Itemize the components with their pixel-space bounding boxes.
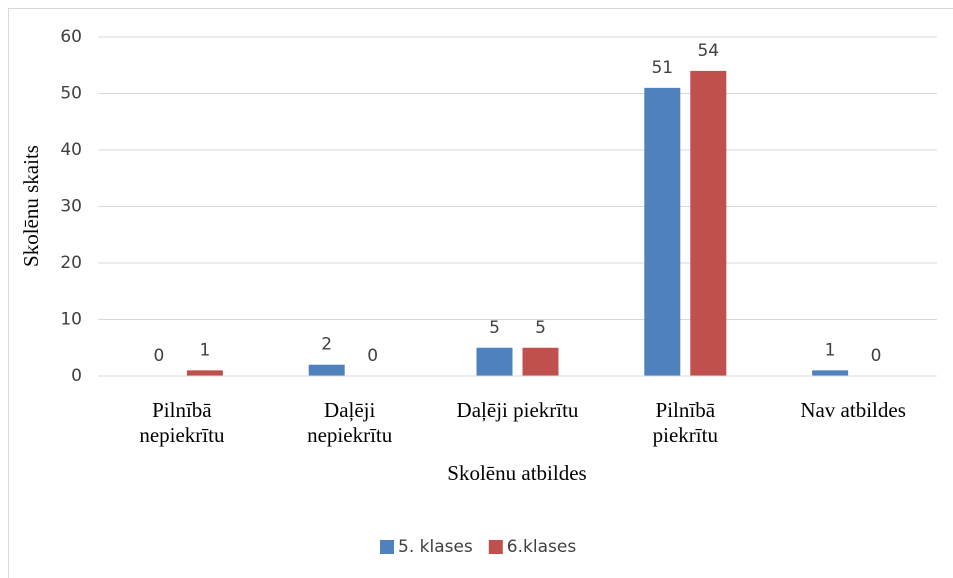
y-tick-label: 60: [60, 27, 82, 47]
bar: [644, 87, 681, 376]
x-tick-label: Daļēji piekrītu: [456, 398, 579, 422]
x-axis-label: Skolēnu atbildes: [447, 461, 586, 485]
x-tick-label: Pilnībā piekrītu: [652, 398, 718, 447]
y-tick-label: 50: [60, 84, 82, 104]
data-label: 2: [321, 335, 332, 355]
chart-frame: [8, 8, 953, 578]
data-label: 0: [367, 346, 378, 366]
bar: [522, 347, 559, 376]
y-axis-label: Skolēnu skaits: [19, 145, 43, 267]
x-tick-label: Daļēji nepiekrītu: [307, 398, 393, 447]
bar: [308, 364, 345, 376]
data-label: 5: [489, 318, 500, 338]
bar: [690, 70, 727, 377]
y-tick-label: 0: [71, 366, 82, 386]
y-tick-label: 10: [60, 310, 82, 330]
bar: [186, 370, 223, 376]
legend-label: 6.klases: [507, 537, 577, 557]
data-label: 1: [825, 340, 836, 360]
data-label: 5: [535, 318, 546, 338]
y-tick-label: 30: [60, 197, 82, 217]
legend-label: 5. klases: [398, 537, 473, 557]
y-tick-label: 20: [60, 253, 82, 273]
bar: [812, 370, 849, 376]
x-tick-label: Pilnībā nepiekrītu: [139, 398, 225, 447]
legend-swatch: [380, 540, 394, 554]
bar: [476, 347, 513, 376]
data-label: 1: [199, 340, 210, 360]
x-tick-label: Nav atbildes: [800, 398, 906, 422]
data-label: 0: [153, 346, 164, 366]
legend-swatch: [488, 540, 503, 554]
data-label: 51: [651, 58, 673, 78]
data-label: 54: [697, 41, 719, 61]
data-label: 0: [871, 346, 882, 366]
y-tick-label: 40: [60, 140, 82, 160]
